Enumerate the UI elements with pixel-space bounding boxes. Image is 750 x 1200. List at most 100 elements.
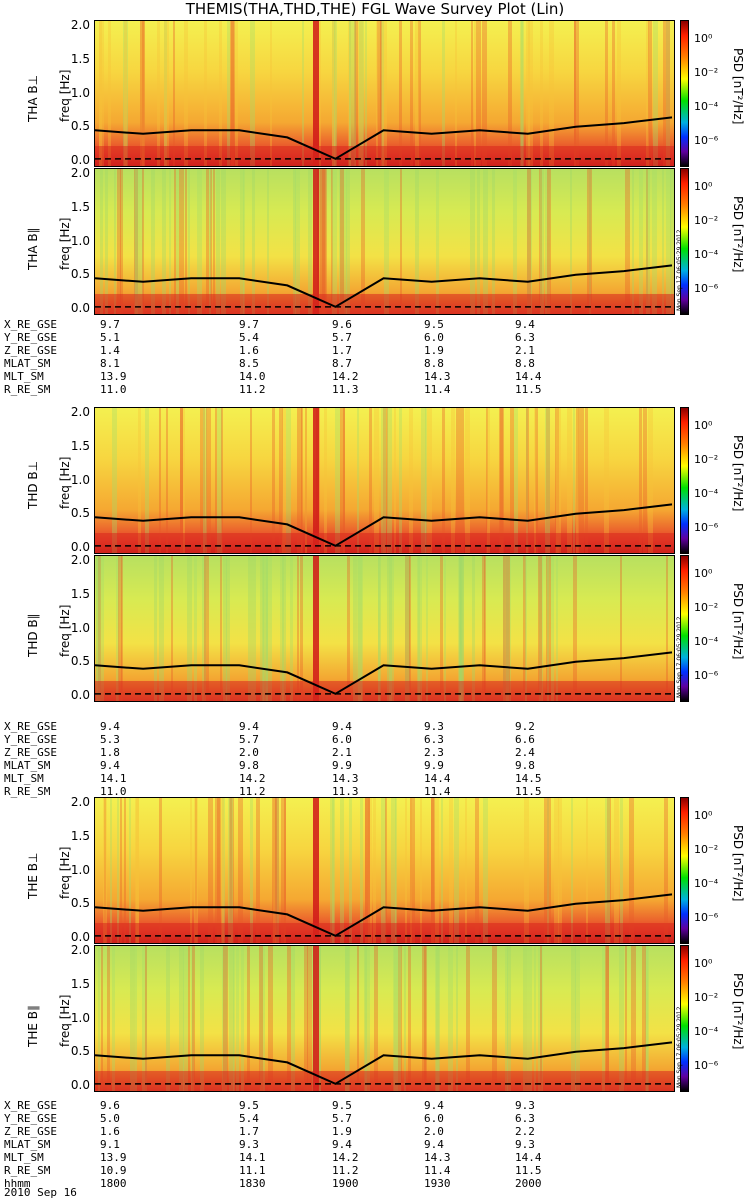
spectral-streak — [322, 169, 326, 314]
colorbar-tick-label: 10⁰ — [694, 180, 713, 193]
spectral-streak — [442, 408, 445, 553]
spectral-streak — [142, 169, 144, 314]
spectral-streak — [526, 408, 528, 553]
spectral-streak — [260, 946, 265, 1091]
spectral-streak — [556, 408, 561, 553]
spectral-streak — [476, 21, 481, 166]
ephemeris-value: 1.9 — [424, 344, 444, 357]
spectral-streak — [221, 408, 223, 553]
spectral-streak — [340, 169, 344, 314]
spectral-streak — [286, 408, 291, 553]
spectral-streak — [399, 21, 402, 166]
freq-axis-label: freq [Hz] — [58, 994, 72, 1047]
ephemeris-value: 9.2 — [515, 720, 535, 733]
ephemeris-value: 2.4 — [515, 746, 535, 759]
colorbar-tick-label: 10⁻⁶ — [694, 669, 719, 682]
spectral-streak — [573, 556, 577, 701]
spectral-streak — [300, 556, 303, 701]
spectral-streak — [418, 21, 421, 166]
ephemeris-value: 9.6 — [100, 1099, 120, 1112]
spectrogram-panel — [94, 407, 675, 554]
freq-tick-label: 1.5 — [70, 586, 90, 601]
spectral-streak — [345, 946, 349, 1091]
freq-tick-label: 1.5 — [70, 828, 90, 843]
spectral-streak — [354, 21, 356, 166]
ephemeris-table: X_RE_GSE 9.4 9.4 9.4 9.3 9.2 Y_RE_GSE 5.3 5.7 6.0… — [4, 720, 694, 798]
spectral-streak — [567, 408, 572, 553]
spectral-streak — [505, 946, 508, 1091]
spectral-streak — [602, 946, 605, 1091]
spectral-streak — [324, 408, 327, 553]
spectral-streak — [159, 798, 162, 943]
spectral-streak — [482, 556, 485, 701]
intense-streak — [313, 556, 319, 701]
spectral-streak — [393, 946, 398, 1091]
gyrofrequency-curve — [95, 264, 673, 308]
spectral-streak — [179, 169, 184, 314]
spectral-streak — [525, 556, 527, 701]
spectral-streak — [293, 169, 296, 314]
colorbar — [680, 555, 689, 702]
spectral-streak — [382, 21, 387, 166]
ephemeris-value: 6.0 — [424, 1112, 444, 1125]
spectral-streak — [398, 946, 402, 1091]
ephemeris-value: 9.4 — [424, 1138, 444, 1151]
spectral-streak — [318, 946, 321, 1091]
spectral-streak — [448, 946, 453, 1091]
spectral-streak — [576, 408, 579, 553]
spectral-streak — [387, 556, 392, 701]
ephemeris-value: 9.5 — [332, 1099, 352, 1112]
spectral-streak — [449, 798, 453, 943]
spectral-streak — [208, 798, 213, 943]
spectral-streak — [399, 408, 402, 553]
spectral-streak — [204, 556, 209, 701]
spectral-streak — [349, 21, 351, 166]
spectral-streak — [200, 946, 204, 1091]
spectral-streak — [187, 556, 192, 701]
spectral-streak — [574, 21, 579, 166]
spectral-streak — [209, 169, 211, 314]
spectral-streak — [425, 408, 427, 553]
freq-tick-label: 1.0 — [70, 1010, 90, 1025]
spectral-streak — [456, 408, 459, 553]
ephemeris-value: 14.4 — [515, 370, 542, 383]
spectral-streak — [540, 21, 543, 166]
spectral-streak — [487, 408, 490, 553]
spectral-streak — [410, 798, 415, 943]
spectral-streak — [424, 946, 427, 1091]
ephemeris-value: 8.8 — [424, 357, 444, 370]
spectral-streak — [357, 408, 359, 553]
spectral-streak — [190, 798, 192, 943]
spectral-streak — [500, 408, 504, 553]
spectral-streak — [524, 798, 529, 943]
spectral-streak — [268, 946, 273, 1091]
spectral-streak — [250, 408, 252, 553]
ephemeris-value: 5.0 — [100, 1112, 120, 1125]
ephemeris-value: 14.3 — [424, 1151, 451, 1164]
spectral-streak — [391, 798, 396, 943]
spectral-streak — [539, 556, 543, 701]
spectral-streak — [203, 408, 207, 553]
spectral-streak — [355, 21, 358, 166]
ephemeris-value: 9.8 — [515, 759, 535, 772]
spectral-streak — [383, 408, 388, 553]
spectral-streak — [431, 798, 434, 943]
freq-tick-label: 0.0 — [70, 301, 90, 315]
spectral-streak — [378, 556, 380, 701]
spectral-streak — [586, 798, 588, 943]
freq-tick-label: 0.5 — [70, 506, 90, 521]
spectral-streak — [573, 408, 575, 553]
ephemeris-value: 6.3 — [515, 1112, 535, 1125]
spectral-streak — [171, 556, 173, 701]
spectral-streak — [142, 946, 147, 1091]
spectral-streak — [357, 556, 362, 701]
spectral-streak — [358, 556, 363, 701]
ephemeris-value: 9.7 — [239, 318, 259, 331]
spectral-streak — [400, 169, 402, 314]
spectral-streak — [365, 21, 367, 166]
ephemeris-value: 6.0 — [332, 733, 352, 746]
spectral-streak — [130, 946, 135, 1091]
spectral-streak — [184, 21, 188, 166]
colorbar-tick-label: 10⁻⁶ — [694, 521, 719, 534]
spectral-streak — [169, 169, 171, 314]
